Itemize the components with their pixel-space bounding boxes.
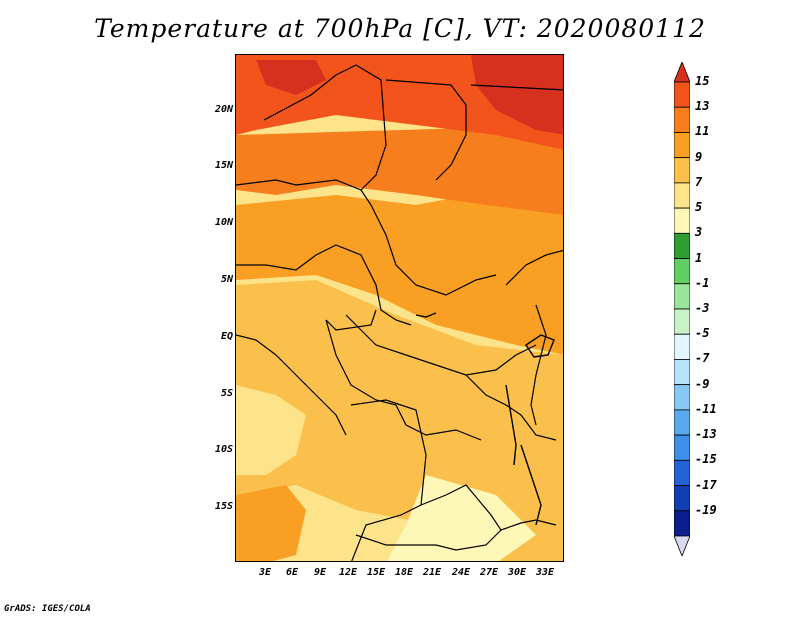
colorbar-segment bbox=[674, 308, 690, 335]
colorbar-segment bbox=[674, 182, 690, 209]
colorbar-segment bbox=[674, 434, 690, 461]
colorbar-segment bbox=[674, 232, 690, 259]
colorbar-segment bbox=[674, 81, 690, 108]
colorbar-label: 13 bbox=[695, 99, 710, 114]
country-borders bbox=[236, 64, 563, 561]
lon-label-12e: 12E bbox=[338, 567, 358, 578]
colorbar-label: 7 bbox=[695, 174, 703, 189]
map-plot-area bbox=[235, 54, 564, 562]
colorbar-label: -19 bbox=[695, 502, 717, 517]
lon-label-24e: 24E bbox=[451, 567, 471, 578]
colorbar-label: -11 bbox=[695, 401, 717, 416]
lat-label-15n: 15N bbox=[214, 160, 233, 171]
colorbar-label: -17 bbox=[695, 477, 717, 492]
lat-label-eq: EQ bbox=[220, 331, 233, 342]
colorbar-segment bbox=[674, 384, 690, 411]
lon-label-15e: 15E bbox=[366, 567, 386, 578]
lon-label-18e: 18E bbox=[394, 567, 414, 578]
colorbar-segment bbox=[674, 459, 690, 486]
colorbar-label: -5 bbox=[695, 326, 710, 341]
colorbar-label: 11 bbox=[695, 124, 710, 139]
colorbar-segment bbox=[674, 535, 690, 556]
colorbar-label: -9 bbox=[695, 376, 710, 391]
lat-label-15s: 15S bbox=[214, 501, 233, 512]
colorbar-label: 15 bbox=[695, 74, 710, 88]
colorbar-label: -15 bbox=[695, 452, 717, 467]
lat-label-10s: 10S bbox=[214, 444, 233, 455]
lon-label-27e: 27E bbox=[479, 567, 499, 578]
colorbar-segment bbox=[674, 258, 690, 285]
colorbar-label: -3 bbox=[695, 301, 710, 315]
lon-label-21e: 21E bbox=[422, 567, 442, 578]
colorbar-label: -7 bbox=[695, 351, 710, 366]
colorbar-segment bbox=[674, 333, 690, 360]
chart-title: Temperature at 700hPa [C], VT: 202008011… bbox=[94, 14, 706, 43]
colorbar-label: 1 bbox=[695, 250, 703, 265]
lon-label-6e: 6E bbox=[285, 567, 299, 578]
lon-label-30e: 30E bbox=[507, 567, 527, 578]
colorbar-segment bbox=[674, 207, 690, 234]
colorbar bbox=[674, 62, 690, 556]
footer-credit: GrADS: IGES/COLA bbox=[4, 604, 91, 614]
lat-label-20n: 20N bbox=[214, 104, 233, 115]
colorbar-label: 9 bbox=[695, 149, 703, 164]
colorbar-segment bbox=[674, 485, 690, 512]
lat-label-10n: 10N bbox=[214, 217, 233, 228]
colorbar-label: -1 bbox=[695, 275, 710, 290]
lat-label-5s: 5S bbox=[220, 388, 233, 399]
colorbar-segment bbox=[674, 62, 690, 83]
colorbar-label: 3 bbox=[695, 225, 703, 240]
colorbar-segment bbox=[674, 359, 690, 386]
lon-label-33e: 33E bbox=[535, 567, 555, 578]
colorbar-segment bbox=[674, 132, 690, 159]
temperature-field bbox=[236, 55, 563, 561]
lon-label-9e: 9E bbox=[313, 567, 327, 578]
lat-label-5n: 5N bbox=[220, 274, 233, 285]
colorbar-label: 5 bbox=[695, 200, 703, 215]
colorbar-segment bbox=[674, 409, 690, 436]
colorbar-segment bbox=[674, 510, 690, 537]
colorbar-segment bbox=[674, 283, 690, 310]
lon-label-3e: 3E bbox=[258, 567, 272, 578]
colorbar-segment bbox=[674, 106, 690, 133]
colorbar-label: -13 bbox=[695, 427, 717, 442]
colorbar-segment bbox=[674, 157, 690, 184]
